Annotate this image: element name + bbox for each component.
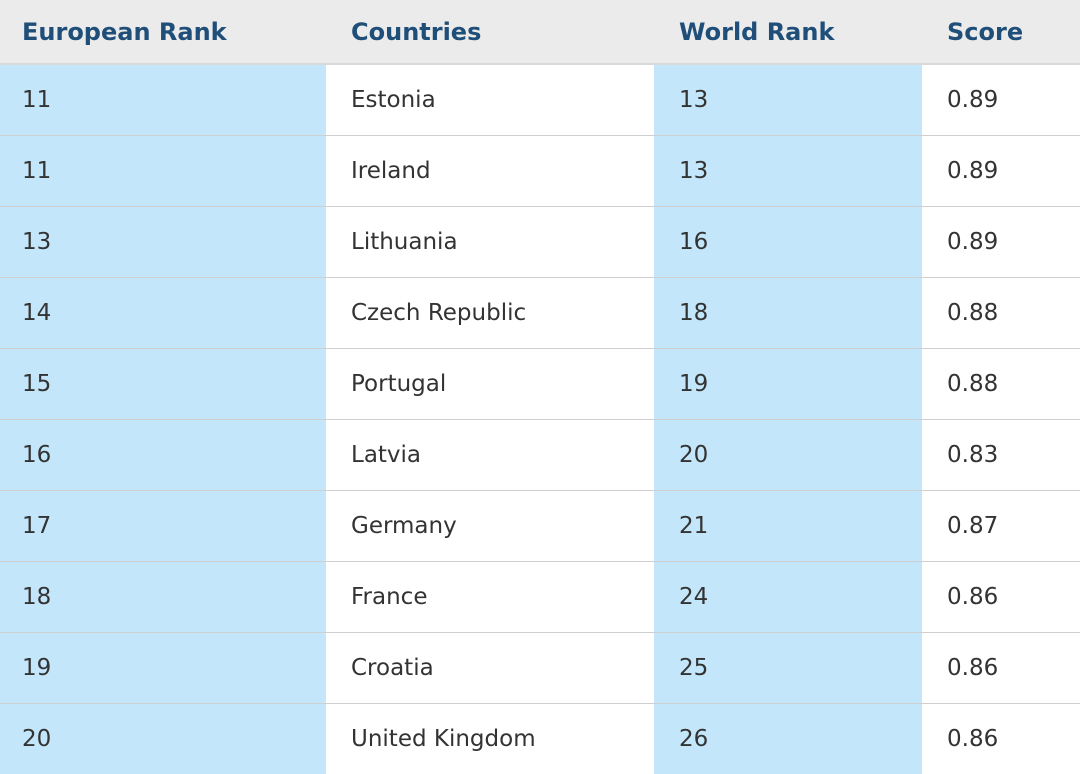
cell-european-rank: 11 bbox=[0, 64, 326, 135]
cell-world-rank: 19 bbox=[654, 348, 922, 419]
header-european-rank: European Rank bbox=[0, 0, 326, 65]
cell-score: 0.87 bbox=[922, 490, 1080, 561]
cell-world-rank: 21 bbox=[654, 490, 922, 561]
table-row: 13 Lithuania 16 0.89 bbox=[0, 206, 1080, 277]
table-row: 14 Czech Republic 18 0.88 bbox=[0, 277, 1080, 348]
cell-european-rank: 14 bbox=[0, 277, 326, 348]
cell-score: 0.89 bbox=[922, 135, 1080, 206]
table-row: 19 Croatia 25 0.86 bbox=[0, 632, 1080, 703]
cell-european-rank: 11 bbox=[0, 135, 326, 206]
cell-score: 0.86 bbox=[922, 632, 1080, 703]
cell-world-rank: 18 bbox=[654, 277, 922, 348]
cell-score: 0.83 bbox=[922, 419, 1080, 490]
cell-country: France bbox=[326, 561, 654, 632]
cell-score: 0.86 bbox=[922, 561, 1080, 632]
table-row: 17 Germany 21 0.87 bbox=[0, 490, 1080, 561]
table-row: 20 United Kingdom 26 0.86 bbox=[0, 703, 1080, 774]
header-score: Score bbox=[922, 0, 1080, 65]
table-row: 11 Ireland 13 0.89 bbox=[0, 135, 1080, 206]
cell-european-rank: 19 bbox=[0, 632, 326, 703]
cell-european-rank: 17 bbox=[0, 490, 326, 561]
cell-european-rank: 20 bbox=[0, 703, 326, 774]
cell-world-rank: 25 bbox=[654, 632, 922, 703]
table-header-row: European Rank Countries World Rank Score bbox=[0, 0, 1080, 65]
cell-world-rank: 26 bbox=[654, 703, 922, 774]
table-row: 16 Latvia 20 0.83 bbox=[0, 419, 1080, 490]
header-world-rank: World Rank bbox=[654, 0, 922, 65]
cell-world-rank: 13 bbox=[654, 135, 922, 206]
cell-country: Estonia bbox=[326, 64, 654, 135]
cell-european-rank: 16 bbox=[0, 419, 326, 490]
cell-country: Ireland bbox=[326, 135, 654, 206]
cell-country: Croatia bbox=[326, 632, 654, 703]
cell-country: United Kingdom bbox=[326, 703, 654, 774]
cell-european-rank: 13 bbox=[0, 206, 326, 277]
cell-world-rank: 13 bbox=[654, 64, 922, 135]
table-row: 15 Portugal 19 0.88 bbox=[0, 348, 1080, 419]
cell-score: 0.88 bbox=[922, 277, 1080, 348]
cell-country: Portugal bbox=[326, 348, 654, 419]
cell-world-rank: 24 bbox=[654, 561, 922, 632]
header-countries: Countries bbox=[326, 0, 654, 65]
cell-country: Latvia bbox=[326, 419, 654, 490]
cell-european-rank: 18 bbox=[0, 561, 326, 632]
cell-score: 0.88 bbox=[922, 348, 1080, 419]
cell-score: 0.89 bbox=[922, 64, 1080, 135]
cell-country: Czech Republic bbox=[326, 277, 654, 348]
cell-country: Lithuania bbox=[326, 206, 654, 277]
cell-country: Germany bbox=[326, 490, 654, 561]
table-row: 18 France 24 0.86 bbox=[0, 561, 1080, 632]
cell-world-rank: 20 bbox=[654, 419, 922, 490]
cell-european-rank: 15 bbox=[0, 348, 326, 419]
table-row: 11 Estonia 13 0.89 bbox=[0, 64, 1080, 135]
cell-score: 0.89 bbox=[922, 206, 1080, 277]
cell-score: 0.86 bbox=[922, 703, 1080, 774]
cell-world-rank: 16 bbox=[654, 206, 922, 277]
